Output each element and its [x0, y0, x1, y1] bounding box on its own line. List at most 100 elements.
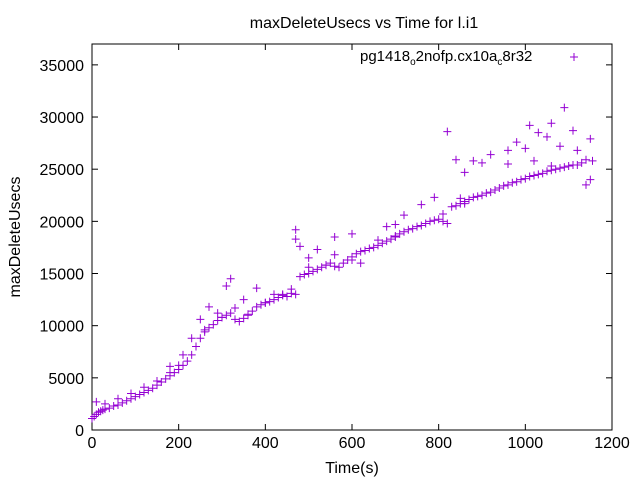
- data-point: [192, 342, 200, 351]
- data-point: [127, 389, 135, 398]
- data-point: [534, 128, 543, 137]
- data-point: [92, 397, 101, 406]
- legend: pg1418o2nofp.cx10ac8r32: [360, 48, 578, 68]
- data-point: [361, 246, 369, 255]
- data-point: [291, 225, 300, 234]
- chart-title: maxDeleteUsecs vs Time for l.i1: [250, 15, 479, 32]
- data-point: [196, 315, 205, 324]
- data-point: [443, 219, 452, 228]
- data-point: [469, 193, 478, 202]
- data-point: [530, 156, 538, 165]
- data-point: [205, 323, 213, 332]
- data-point: [88, 414, 96, 423]
- data-point: [131, 392, 140, 401]
- data-point: [300, 270, 309, 279]
- x-axis-ticks: 0 200 400 600 800 1000 1200: [88, 44, 630, 452]
- data-point: [382, 237, 391, 246]
- data-point: [551, 165, 560, 174]
- data-point: [586, 134, 595, 143]
- data-point: [153, 376, 161, 385]
- data-point: [226, 274, 235, 283]
- data-point: [205, 302, 213, 311]
- data-point: [577, 158, 586, 167]
- x-tick-label: 1000: [508, 435, 544, 452]
- data-point: [417, 200, 426, 209]
- data-point: [547, 162, 556, 171]
- data-point: [430, 193, 439, 202]
- legend-label: pg1418o2nofp.cx10ac8r32: [360, 48, 532, 68]
- data-point: [179, 350, 187, 359]
- data-point: [274, 293, 283, 302]
- data-point: [244, 310, 252, 319]
- data-point: [543, 132, 551, 141]
- legend-label-part-1: pg1418: [360, 48, 410, 65]
- data-point: [309, 267, 317, 276]
- data-point: [90, 412, 99, 421]
- data-point: [556, 142, 564, 151]
- data-point: [291, 290, 300, 299]
- data-point: [434, 215, 443, 224]
- data-point: [98, 406, 107, 415]
- data-point: [348, 229, 356, 238]
- y-tick-label: 35000: [40, 58, 85, 75]
- data-point: [400, 227, 408, 236]
- data-point: [391, 220, 400, 229]
- data-point: [382, 222, 391, 231]
- data-point: [452, 201, 460, 210]
- data-point: [287, 285, 296, 294]
- data-point: [213, 309, 222, 318]
- data-point: [573, 161, 582, 170]
- data-point: [538, 169, 547, 178]
- data-point: [564, 162, 573, 171]
- data-point: [426, 217, 434, 226]
- data-point: [231, 303, 239, 312]
- data-point: [148, 384, 157, 393]
- legend-label-part-2: 2nofp.cx10a: [416, 48, 498, 65]
- data-point: [222, 311, 231, 320]
- data-point: [430, 216, 439, 225]
- data-point: [196, 334, 205, 343]
- data-point: [486, 150, 495, 159]
- data-point: [395, 229, 404, 238]
- x-tick-label: 1200: [594, 435, 630, 452]
- data-point: [417, 221, 426, 230]
- data-point: [304, 263, 313, 272]
- data-point: [239, 295, 248, 304]
- x-axis-label: Time(s): [325, 460, 379, 477]
- data-point: [213, 316, 222, 325]
- data-point: [378, 239, 387, 248]
- data-point: [330, 250, 339, 259]
- legend-label-part-3: 8r32: [502, 48, 532, 65]
- data-point: [326, 259, 335, 268]
- data-point: [525, 172, 534, 181]
- data-point: [521, 174, 530, 183]
- data-point: [586, 175, 595, 184]
- data-point: [291, 235, 300, 244]
- data-point: [200, 325, 209, 334]
- data-point: [356, 259, 365, 268]
- data-point: [296, 272, 304, 281]
- data-point: [140, 383, 148, 392]
- data-point: [421, 219, 430, 228]
- y-tick-label: 30000: [40, 110, 85, 127]
- y-axis-ticks: 0 5000 10000 15000 20000 25000 30000 35000: [40, 58, 612, 440]
- data-point: [447, 202, 456, 211]
- data-point: [296, 242, 304, 251]
- data-point: [322, 261, 330, 270]
- data-point: [317, 263, 326, 272]
- data-point: [588, 156, 597, 165]
- data-point: [257, 300, 265, 309]
- data-point: [270, 290, 278, 299]
- data-point: [560, 163, 569, 172]
- data-point: [482, 189, 491, 198]
- data-point: [508, 178, 517, 187]
- x-tick-label: 0: [88, 435, 97, 452]
- data-point: [187, 350, 196, 359]
- y-tick-label: 10000: [40, 319, 85, 336]
- data-point: [460, 199, 469, 208]
- data-point: [543, 167, 551, 176]
- data-point: [456, 194, 465, 203]
- data-point: [118, 398, 127, 407]
- data-point: [491, 186, 499, 195]
